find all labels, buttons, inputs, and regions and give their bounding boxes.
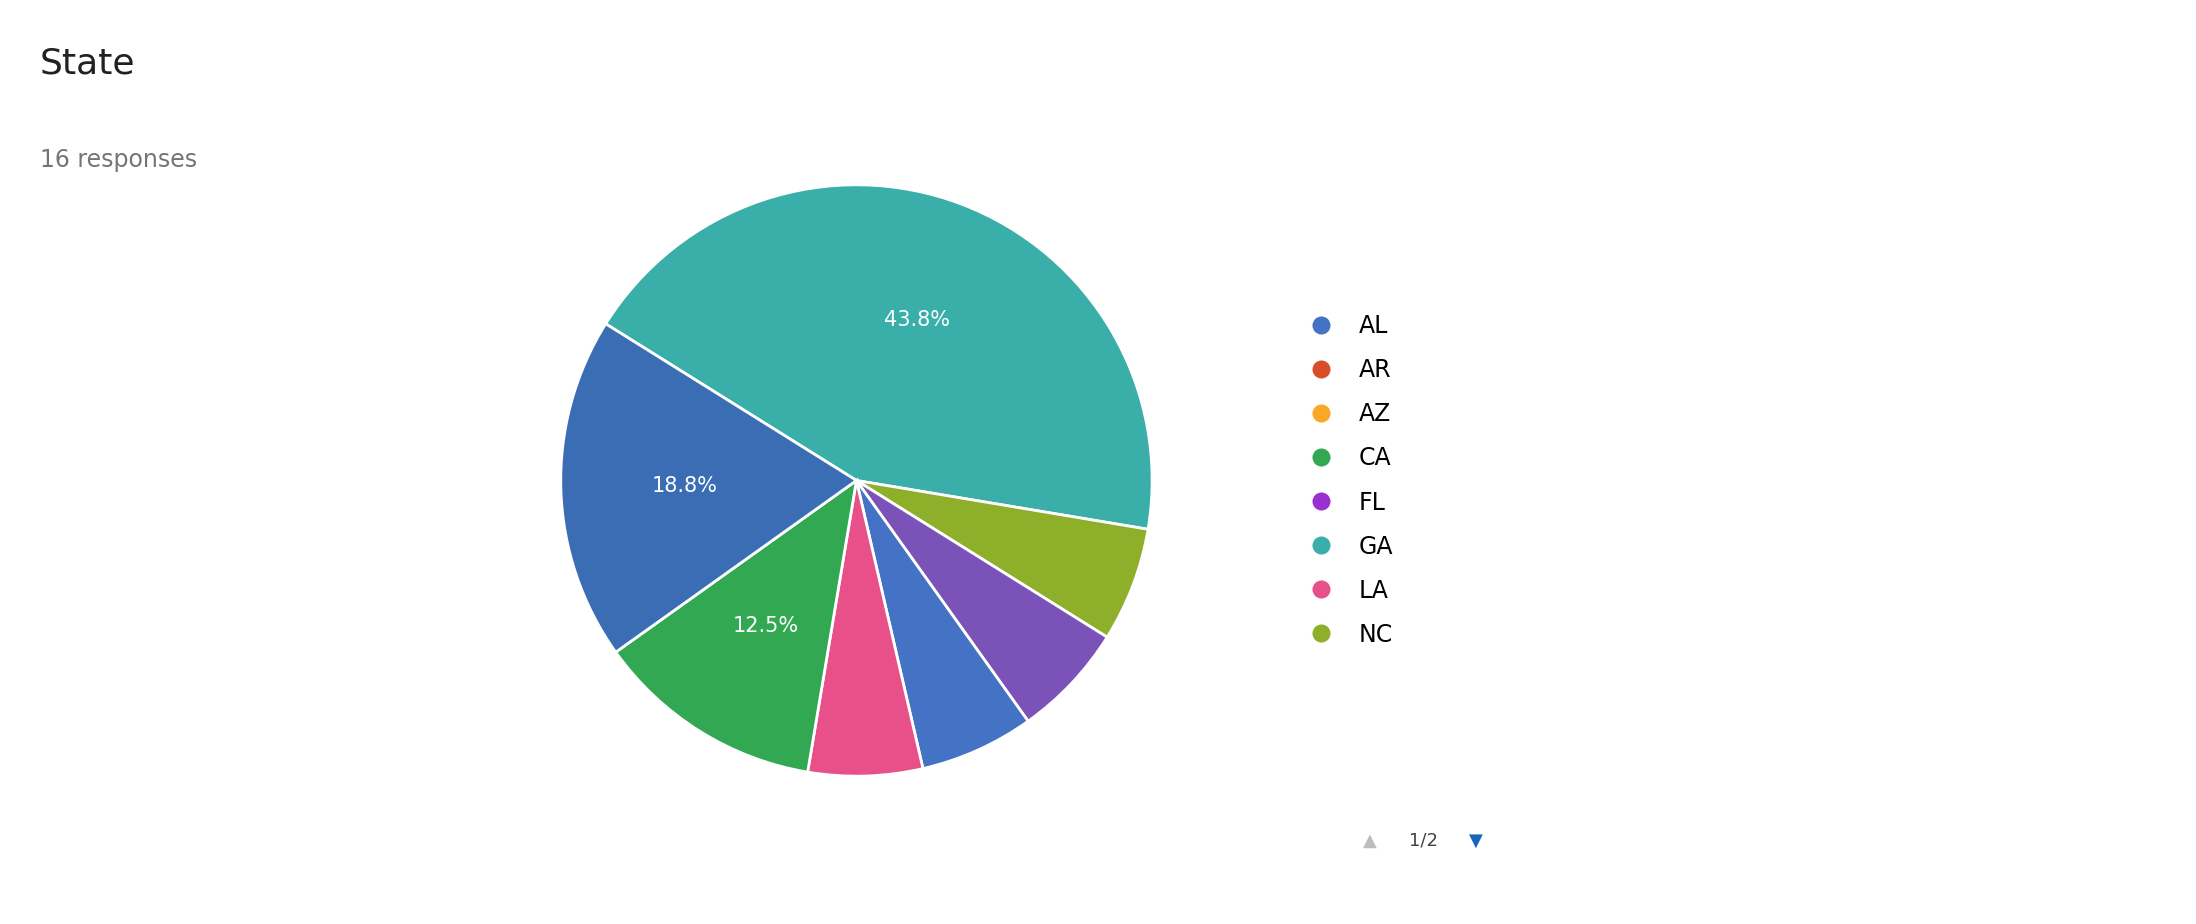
Text: ▲: ▲ [1364,832,1377,850]
Wedge shape [856,480,1107,722]
Wedge shape [606,185,1153,529]
Text: 18.8%: 18.8% [652,476,718,495]
Text: 16 responses: 16 responses [40,148,198,172]
Text: 1/2: 1/2 [1408,832,1438,850]
Legend: AL, AR, AZ, CA, FL, GA, LA, NC: AL, AR, AZ, CA, FL, GA, LA, NC [1298,314,1392,647]
Wedge shape [615,480,856,772]
Wedge shape [808,480,922,776]
Wedge shape [856,480,1028,769]
Text: State: State [40,46,134,80]
Text: ▼: ▼ [1469,832,1482,850]
Wedge shape [560,323,856,652]
Text: 43.8%: 43.8% [885,310,951,330]
Text: 12.5%: 12.5% [733,616,799,636]
Wedge shape [856,480,1149,638]
